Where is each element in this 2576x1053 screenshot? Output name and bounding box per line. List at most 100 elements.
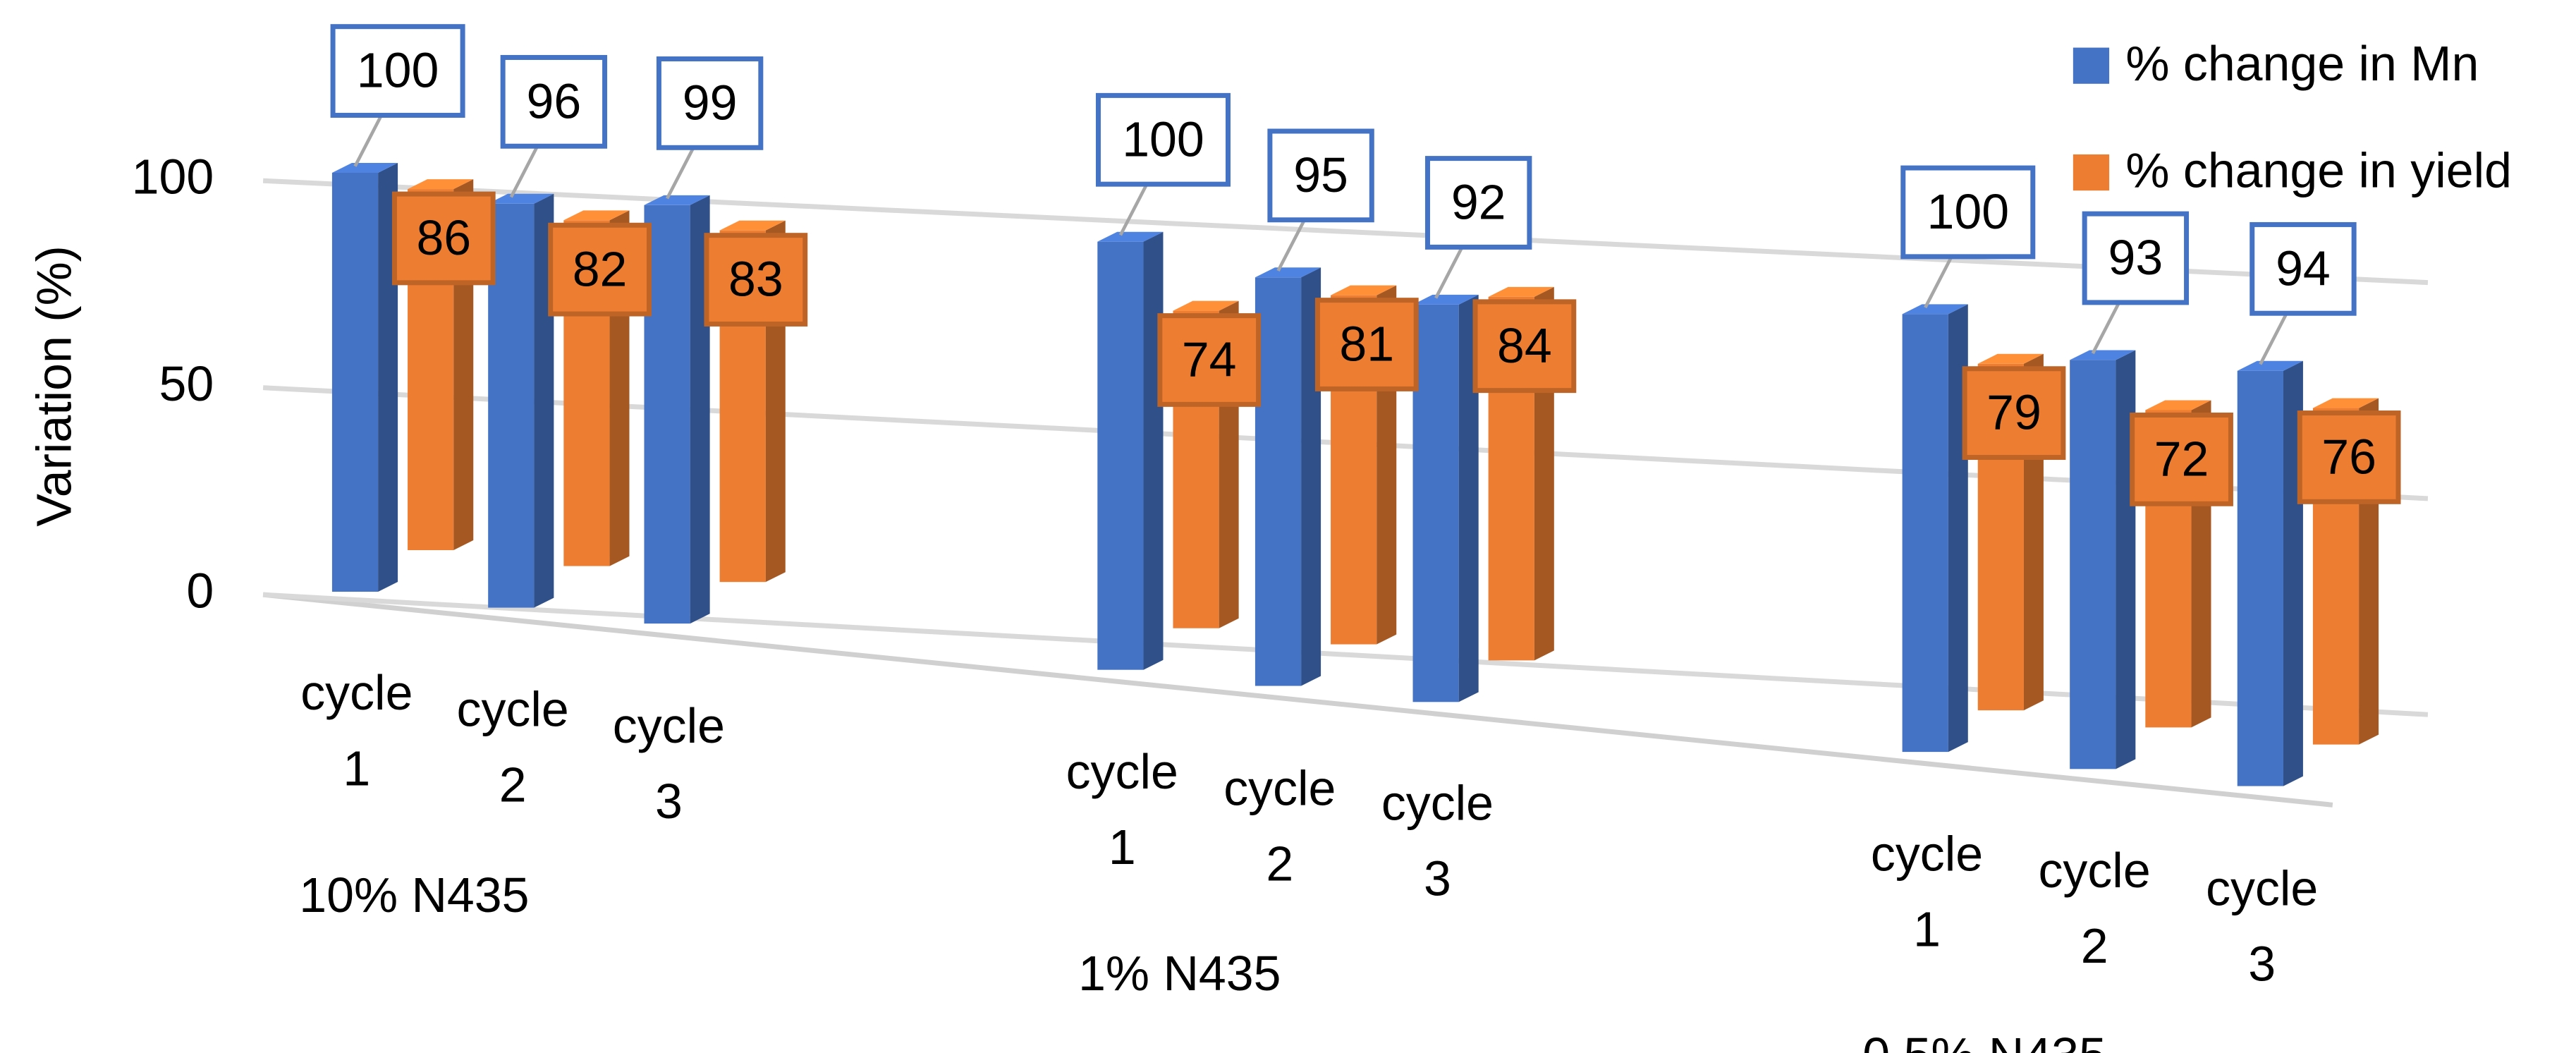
data-label: 82	[573, 241, 628, 296]
floor-edge	[262, 592, 2333, 808]
x-tick-label-text: cycle 2	[456, 683, 569, 813]
y-tick-label: 0	[186, 564, 214, 619]
group-label: 10% N435	[299, 868, 529, 923]
bar-top	[1977, 353, 2044, 364]
bar	[1412, 304, 1459, 702]
legend-label: % change in Mn	[2125, 36, 2479, 91]
data-label: 94	[2276, 241, 2331, 296]
legend-swatch	[2073, 154, 2110, 191]
data-label-box	[1095, 92, 1231, 187]
legend-label: % change in yield	[2125, 142, 2512, 197]
bar-top	[1902, 304, 1968, 315]
bar-side	[1458, 294, 1479, 702]
bar	[331, 172, 379, 592]
data-label: 95	[1293, 147, 1348, 202]
x-tick-label-text: cycle 2	[2038, 844, 2151, 975]
data-label: 74	[1182, 332, 1237, 387]
y-tick-label: 50	[159, 356, 214, 411]
bar-top	[2237, 360, 2303, 371]
bar-top	[1331, 285, 1397, 296]
bar-top	[1173, 300, 1239, 311]
x-tick-label-text: cycle 2	[1223, 761, 1336, 891]
x-tick-label-text: cycle 1	[1870, 827, 1984, 958]
data-label-box	[1472, 299, 1577, 394]
data-label-box	[500, 54, 608, 149]
data-label: 79	[1986, 385, 2041, 440]
x-tick-label-text: cycle 3	[612, 699, 725, 829]
bar-top	[644, 195, 710, 205]
x-tick-label: cycle 1	[1066, 745, 1178, 875]
bar	[488, 203, 535, 608]
data-label-box	[1900, 165, 2036, 260]
data-label-box	[330, 24, 465, 118]
x-tick-label: cycle 3	[612, 699, 725, 829]
data-label: 93	[2108, 230, 2163, 285]
grid-line	[262, 178, 2429, 286]
bar-top	[488, 193, 554, 204]
data-label: 72	[2154, 431, 2209, 486]
data-label: 86	[416, 210, 471, 265]
x-tick-label: cycle 3	[1381, 777, 1494, 908]
bar	[1255, 277, 1302, 686]
x-tick-label: cycle 2	[456, 683, 569, 813]
bar-side	[1143, 231, 1164, 670]
bar-top	[2312, 398, 2379, 408]
x-tick-label: cycle 2	[2038, 844, 2151, 975]
data-label-box	[391, 191, 496, 286]
data-label-box	[656, 56, 764, 150]
data-label-box	[1314, 298, 1419, 391]
data-label-box	[548, 222, 652, 317]
leader-line	[1276, 219, 1306, 272]
data-label-box	[1267, 128, 1374, 223]
y-axis-title: Variation (%)	[26, 245, 81, 527]
data-label: 100	[1927, 184, 2009, 239]
leader-line	[2259, 312, 2288, 365]
group-label: 1% N435	[1078, 946, 1281, 1001]
data-label-box	[1424, 156, 1532, 250]
data-label: 96	[527, 73, 582, 128]
data-label: 100	[357, 43, 439, 98]
x-tick-label: cycle 1	[300, 667, 413, 798]
x-tick-label-text: cycle 3	[2206, 861, 2319, 992]
bar-top	[408, 179, 474, 190]
bar-top	[1097, 231, 1164, 242]
leader-line	[353, 114, 383, 167]
leader-line	[1924, 255, 1953, 309]
data-label: 92	[1451, 175, 1506, 230]
bar	[2237, 370, 2283, 786]
data-label: 83	[728, 252, 783, 307]
data-label-box	[2130, 412, 2233, 506]
data-label: 76	[2321, 430, 2376, 485]
leader-line	[1118, 183, 1149, 236]
bar-top	[1412, 294, 1479, 305]
data-label-box	[1157, 313, 1262, 407]
x-tick-label-text: cycle 1	[300, 667, 413, 798]
data-label-box	[2250, 221, 2357, 316]
legend-swatch	[2073, 47, 2110, 84]
leader-line	[666, 147, 695, 200]
leader-line	[2091, 301, 2121, 355]
x-tick-label: cycle 2	[1223, 761, 1336, 891]
bar-top	[331, 163, 398, 173]
data-label: 81	[1339, 317, 1394, 372]
data-label: 99	[683, 75, 738, 130]
y-tick-label: 100	[132, 150, 214, 205]
group-label: 0.5% N435	[1862, 1028, 2106, 1053]
data-label: 100	[1122, 111, 1204, 166]
data-label: 84	[1497, 318, 1552, 373]
bar-top	[1488, 286, 1554, 297]
bar-top	[719, 220, 786, 231]
bar-top	[1255, 267, 1321, 278]
x-tick-label-text: cycle 3	[1381, 777, 1494, 908]
bar-top	[563, 210, 630, 221]
bar	[1097, 241, 1144, 670]
bar	[2070, 360, 2116, 769]
leader-line	[509, 145, 539, 198]
data-label-box	[1962, 366, 2066, 461]
bar	[1902, 314, 1948, 753]
leader-line	[1434, 246, 1464, 299]
x-tick-label-text: cycle 1	[1066, 745, 1178, 875]
data-label-box	[704, 233, 808, 327]
